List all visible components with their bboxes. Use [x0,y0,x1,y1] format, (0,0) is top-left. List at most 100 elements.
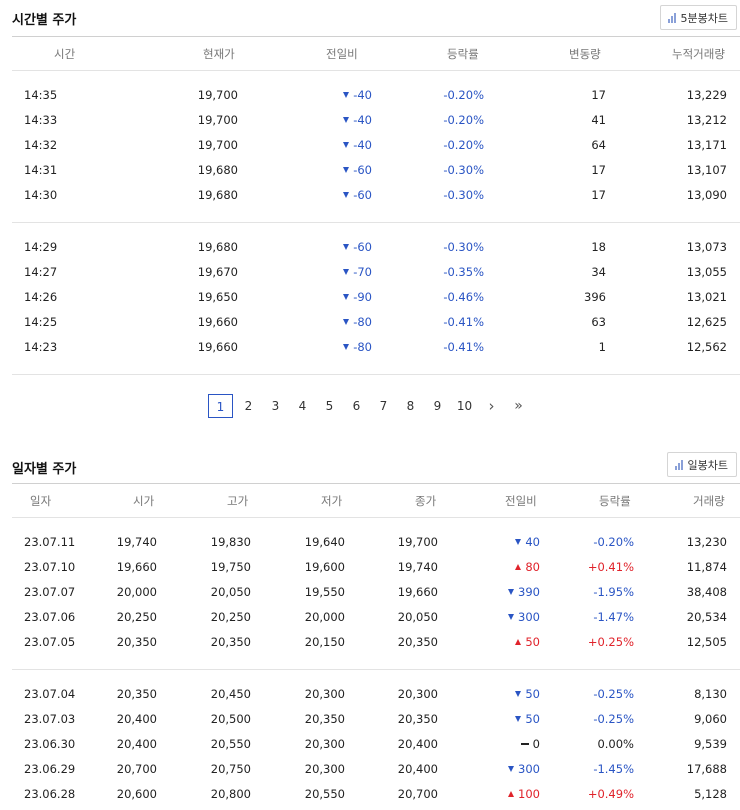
page-3[interactable]: 3 [271,399,280,413]
cell-open: 20,700 [116,762,157,776]
table-row: 14:35 19,700 -40 -0.20% 17 13,229 [12,83,740,108]
cell-date: 23.06.29 [24,762,76,776]
cell-daily-rate: -1.95% [593,585,634,599]
cell-volume: 18 [591,240,606,254]
cell-change: -80 [308,310,372,335]
cell-time: 14:32 [24,138,58,152]
cell-close: 19,700 [397,535,438,549]
table-row: 14:25 19,660 -80 -0.41% 63 12,625 [12,310,740,335]
cell-change: -80 [308,335,372,360]
cell-price: 19,660 [197,340,238,354]
col-header-change: 전일비 [326,47,358,61]
daily-chart-button[interactable]: 일봉차트 [666,452,737,477]
daily-group-divider [12,669,740,670]
hourly-header-bottom-border [12,70,740,71]
5min-chart-label: 5분봉차트 [680,11,728,25]
cell-daily-rate: +0.25% [587,635,634,649]
page-9[interactable]: 9 [433,399,442,413]
next-page-icon[interactable]: › [488,397,495,415]
cell-daily-rate: -0.25% [593,687,634,701]
cell-price: 19,670 [197,265,238,279]
col-header-open: 시가 [133,494,155,508]
cell-daily-change: 80 [474,555,540,580]
cell-daily-volume: 9,060 [694,712,727,726]
table-row: 23.07.07 20,000 20,050 19,550 19,660 390 -1.95… [12,580,740,605]
cell-date: 23.07.05 [24,635,76,649]
cell-daily-volume: 38,408 [686,585,727,599]
cell-change: -60 [308,183,372,208]
page-1[interactable]: 1 [208,394,233,418]
bar-chart-icon [674,459,683,470]
cell-close: 20,400 [397,762,438,776]
cell-cum-volume: 13,073 [686,240,727,254]
cell-open: 20,350 [116,687,157,701]
bar-chart-icon [667,12,676,23]
cell-rate: -0.41% [443,340,484,354]
cell-daily-change: 100 [474,782,540,807]
cell-rate: -0.30% [443,188,484,202]
cell-cum-volume: 12,562 [686,340,727,354]
cell-daily-rate: 0.00% [597,737,634,751]
cell-low: 19,640 [304,535,345,549]
cell-volume: 396 [584,290,606,304]
page-2[interactable]: 2 [244,399,253,413]
cell-time: 14:31 [24,163,58,177]
cell-high: 20,050 [210,585,251,599]
cell-high: 19,830 [210,535,251,549]
cell-time: 14:30 [24,188,58,202]
cell-time: 14:25 [24,315,58,329]
page-8[interactable]: 8 [406,399,415,413]
cell-price: 19,680 [197,188,238,202]
5min-chart-button[interactable]: 5분봉차트 [659,5,737,30]
daily-section-title: 일자별 주가 [12,462,77,477]
cell-price: 19,660 [197,315,238,329]
cell-close: 19,740 [397,560,438,574]
page-5[interactable]: 5 [325,399,334,413]
cell-daily-change: 50 [474,630,540,655]
cell-change: -90 [308,285,372,310]
page-4[interactable]: 4 [298,399,307,413]
cell-daily-change: 390 [474,580,540,605]
cell-daily-volume: 11,874 [686,560,727,574]
table-row: 23.07.03 20,400 20,500 20,350 20,350 50 -0.25%… [12,707,740,732]
table-row: 23.07.05 20,350 20,350 20,150 20,350 50 +0.25%… [12,630,740,655]
page-6[interactable]: 6 [352,399,361,413]
cell-high: 20,450 [210,687,251,701]
table-row: 23.07.11 19,740 19,830 19,640 19,700 40 -0.20%… [12,530,740,555]
cell-open: 20,000 [116,585,157,599]
table-row: 14:27 19,670 -70 -0.35% 34 13,055 [12,260,740,285]
table-row: 23.06.28 20,600 20,800 20,550 20,700 100 +0.49… [12,782,740,807]
page-10[interactable]: 10 [456,399,473,413]
cell-date: 23.07.06 [24,610,76,624]
table-row: 14:33 19,700 -40 -0.20% 41 13,212 [12,108,740,133]
table-row: 23.06.29 20,700 20,750 20,300 20,400 300 -1.45… [12,757,740,782]
page-7[interactable]: 7 [379,399,388,413]
cell-cum-volume: 13,090 [686,188,727,202]
hourly-group-divider [12,222,740,223]
cell-rate: -0.20% [443,138,484,152]
cell-date: 23.07.04 [24,687,76,701]
table-row: 14:31 19,680 -60 -0.30% 17 13,107 [12,158,740,183]
cell-time: 14:29 [24,240,58,254]
cell-daily-change: 40 [474,530,540,555]
cell-low: 20,300 [304,762,345,776]
cell-date: 23.06.30 [24,737,76,751]
table-row: 14:30 19,680 -60 -0.30% 17 13,090 [12,183,740,208]
cell-time: 14:26 [24,290,58,304]
cell-date: 23.07.03 [24,712,76,726]
last-page-icon[interactable]: » [514,398,523,414]
col-header-low: 저가 [321,494,343,508]
cell-time: 14:33 [24,113,58,127]
cell-change: -40 [308,108,372,133]
cell-close: 20,050 [397,610,438,624]
col-header-rate: 등락률 [447,47,479,61]
cell-daily-volume: 12,505 [686,635,727,649]
cell-daily-change: 50 [474,682,540,707]
cell-time: 14:27 [24,265,58,279]
cell-price: 19,700 [197,88,238,102]
table-row: 14:29 19,680 -60 -0.30% 18 13,073 [12,235,740,260]
cell-change: -40 [308,83,372,108]
col-header-volume: 변동량 [569,47,601,61]
cell-price: 19,680 [197,163,238,177]
cell-volume: 17 [591,163,606,177]
